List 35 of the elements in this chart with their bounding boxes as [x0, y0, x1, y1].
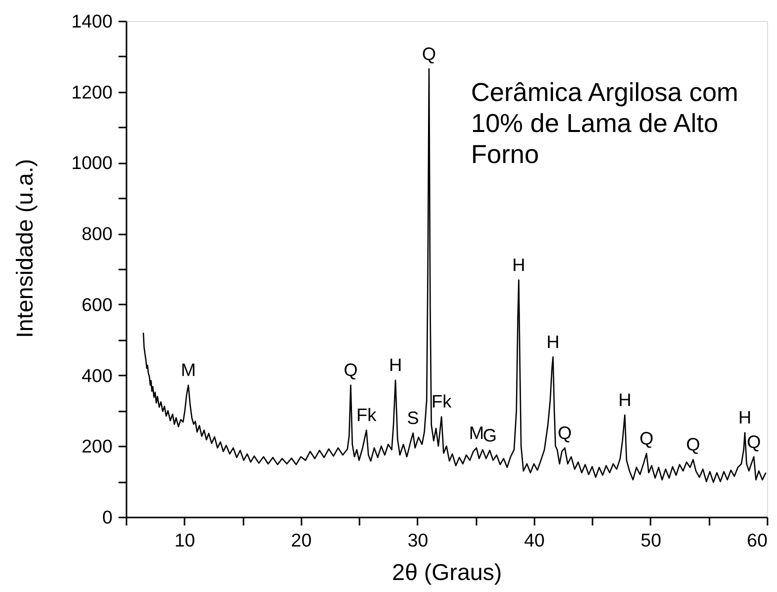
annotation: Q: [746, 432, 761, 452]
y-tick-label: 400: [82, 364, 112, 386]
x-axis-title: 2θ (Graus): [392, 559, 502, 585]
x-tick-label: 30: [408, 530, 428, 550]
y-tick-label: 600: [82, 294, 112, 315]
annotation: H: [738, 408, 752, 428]
annotation: Q: [558, 422, 572, 443]
x-tick-label: 60: [746, 530, 768, 550]
annotation: M: [180, 360, 196, 380]
annotation: Q: [686, 434, 700, 455]
annotation: M: [468, 422, 484, 443]
x-tick-label: 10: [174, 530, 196, 550]
line-series: [142, 68, 766, 483]
annotation: S: [407, 408, 420, 428]
y-tick-label: 0: [102, 506, 112, 528]
annotation: Q: [422, 44, 436, 64]
annotation: Fk: [356, 405, 378, 426]
y-tick-label: 1000: [71, 152, 112, 174]
annotation: Cerâmica Argilosa com 10% de Lama de Alto Forno: [471, 77, 738, 169]
y-axis-title: Intensidade (u.a.): [11, 158, 38, 338]
annotation: Q: [344, 360, 358, 380]
annotation: Fk: [431, 392, 452, 412]
y-tick-label: 800: [82, 223, 112, 244]
annotation: H: [388, 355, 402, 376]
annotation: H: [546, 332, 560, 352]
y-tick-label: 1200: [71, 81, 112, 102]
annotation: G: [482, 425, 497, 446]
y-tick-label: 1400: [71, 10, 112, 32]
annotation: H: [618, 390, 632, 410]
annotation: H: [512, 254, 526, 275]
y-tick-label: 200: [82, 436, 112, 457]
annotation: Q: [639, 428, 654, 449]
x-tick-label: 40: [524, 530, 545, 550]
x-tick-label: 20: [291, 530, 312, 550]
x-tick-label: 50: [640, 530, 662, 550]
